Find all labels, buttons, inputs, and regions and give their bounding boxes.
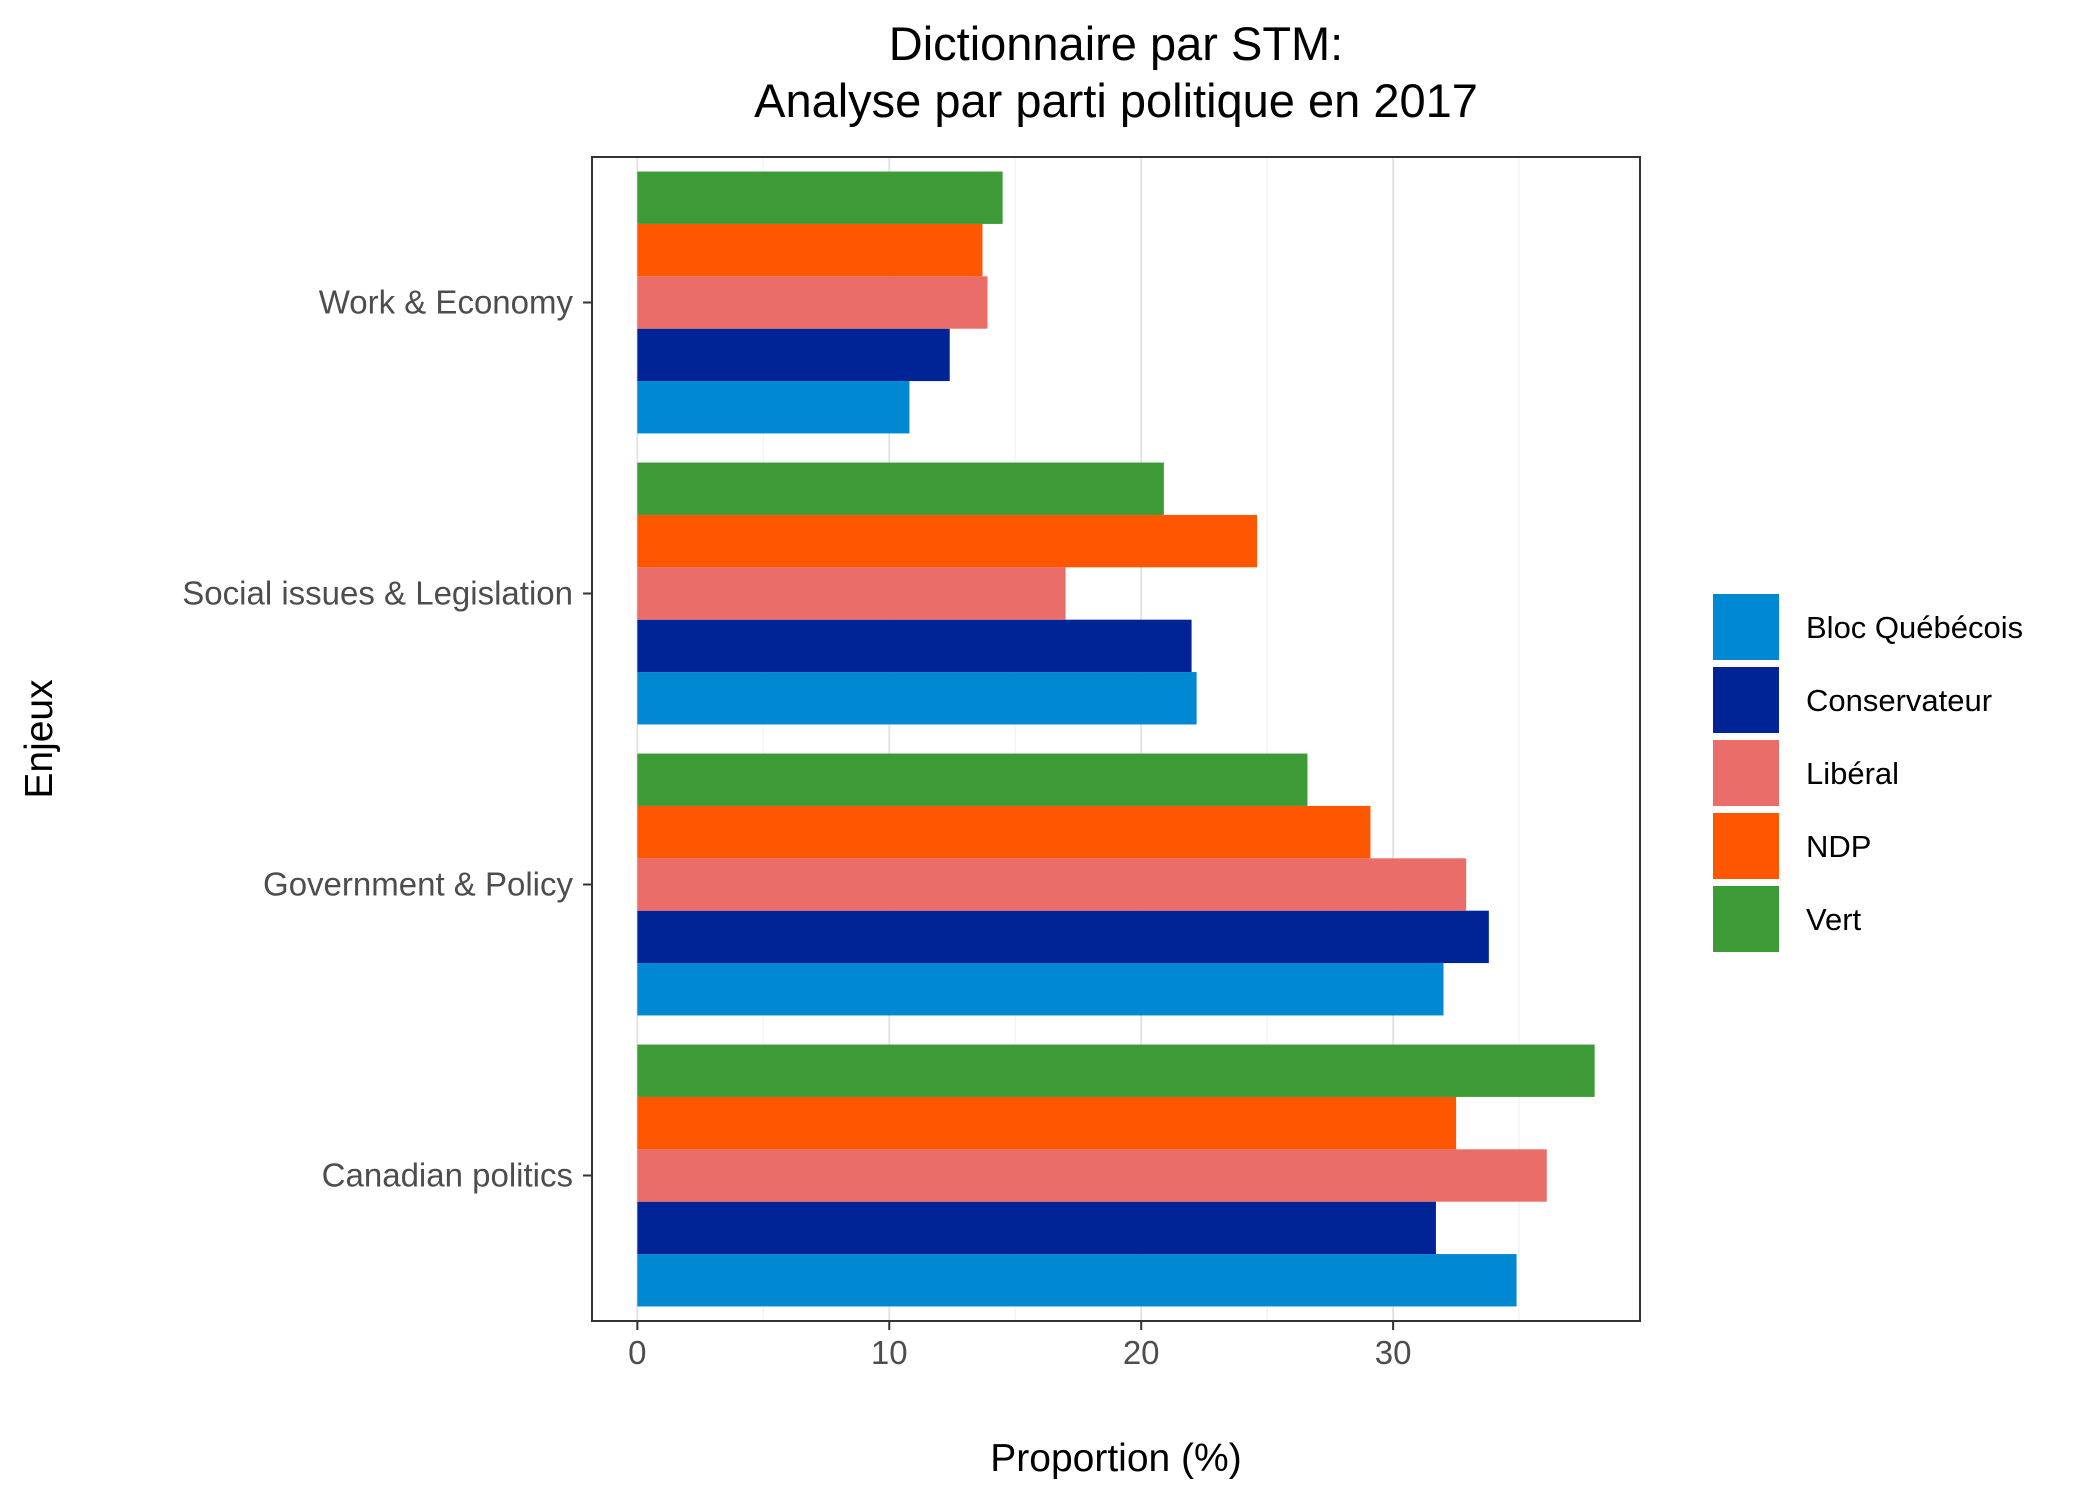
- bar: [637, 514, 1258, 568]
- bar: [637, 1096, 1457, 1150]
- bar: [637, 1044, 1595, 1097]
- legend-key: [1713, 594, 1779, 660]
- bar: [637, 963, 1444, 1016]
- x-tick-label: 20: [1123, 1334, 1160, 1371]
- bar: [637, 1254, 1517, 1307]
- bar: [637, 381, 910, 434]
- legend: Bloc Québécois Conservateur Libéral NDP Vert: [1713, 594, 2023, 952]
- y-tick-label: Work & Economy: [319, 284, 574, 321]
- bar: [637, 753, 1308, 806]
- y-axis: Work & Economy Social issues & Legislatio…: [182, 284, 592, 1194]
- legend-label: Conservateur: [1806, 683, 1992, 718]
- bar: [637, 858, 1467, 911]
- y-axis-title: Enjeux: [18, 679, 61, 799]
- plot-border: [591, 156, 1641, 1322]
- bar: [637, 223, 983, 277]
- bar: [637, 328, 950, 382]
- legend-label: Libéral: [1806, 756, 1899, 791]
- chart-title: Dictionnaire par STM:: [889, 17, 1344, 70]
- legend-key: [1713, 740, 1779, 806]
- legend-key: [1713, 886, 1779, 952]
- bars: [637, 171, 1595, 1307]
- x-axis: 0 10 20 30: [628, 1321, 1411, 1371]
- bar: [637, 672, 1197, 725]
- legend-label: Vert: [1806, 902, 1862, 937]
- legend-label: NDP: [1806, 829, 1871, 864]
- x-tick-label: 10: [871, 1334, 908, 1371]
- bar: [637, 910, 1489, 964]
- bar: [637, 276, 988, 329]
- bar: [637, 1201, 1436, 1255]
- y-tick-label: Canadian politics: [322, 1157, 573, 1194]
- legend-label: Bloc Québécois: [1806, 610, 2023, 645]
- bar: [637, 462, 1164, 515]
- bar: [637, 805, 1371, 859]
- x-tick-label: 0: [628, 1334, 646, 1371]
- x-tick-label: 30: [1375, 1334, 1412, 1371]
- y-tick-label: Government & Policy: [263, 866, 573, 903]
- bar: [637, 619, 1192, 673]
- bar: [637, 1149, 1547, 1202]
- chart-subtitle: Analyse par parti politique en 2017: [754, 74, 1478, 127]
- bar: [637, 171, 1003, 224]
- legend-key: [1713, 813, 1779, 879]
- legend-key: [1713, 667, 1779, 733]
- y-tick-label: Social issues & Legislation: [182, 575, 573, 612]
- bar: [637, 567, 1066, 620]
- x-axis-title: Proportion (%): [990, 1437, 1241, 1480]
